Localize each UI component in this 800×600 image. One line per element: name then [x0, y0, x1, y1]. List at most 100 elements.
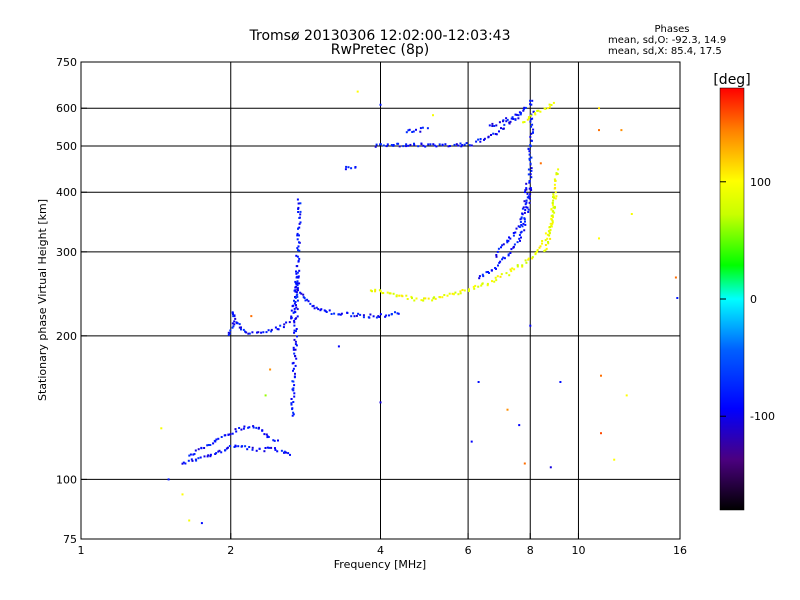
data-point — [325, 311, 328, 313]
data-point — [346, 312, 349, 314]
data-point — [295, 291, 298, 294]
data-point — [401, 295, 404, 298]
data-point — [294, 280, 297, 283]
data-point — [526, 206, 529, 209]
data-point — [297, 206, 300, 209]
data-point — [295, 357, 298, 360]
data-point — [419, 127, 422, 130]
data-point — [395, 294, 398, 297]
data-point — [600, 374, 602, 377]
data-point — [232, 325, 235, 328]
data-point — [530, 167, 533, 170]
data-point — [405, 131, 408, 134]
data-point — [274, 326, 277, 329]
data-point — [550, 217, 553, 220]
data-point — [552, 196, 555, 199]
y-tick-label: 100 — [56, 473, 77, 486]
data-point — [291, 305, 294, 308]
data-point — [231, 326, 234, 329]
data-point — [497, 264, 499, 267]
data-point — [498, 121, 501, 124]
data-point — [525, 188, 528, 191]
data-point — [306, 298, 309, 301]
data-point — [500, 246, 502, 249]
data-point — [415, 128, 417, 131]
data-point — [294, 289, 297, 292]
data-point — [528, 159, 531, 162]
data-point — [517, 117, 520, 120]
data-point — [407, 129, 410, 132]
data-point — [498, 130, 500, 133]
data-point — [538, 246, 541, 249]
data-point — [530, 114, 532, 117]
data-point — [511, 267, 514, 270]
data-point — [292, 369, 294, 372]
data-point — [521, 265, 524, 268]
data-point — [485, 271, 488, 274]
data-point — [536, 109, 539, 112]
data-point — [512, 245, 515, 248]
data-point — [483, 137, 486, 140]
data-point — [191, 459, 194, 462]
data-point — [297, 249, 299, 252]
data-point — [293, 302, 296, 305]
data-point — [296, 335, 298, 338]
data-point — [242, 328, 245, 331]
data-point — [553, 183, 556, 186]
data-point — [516, 264, 519, 267]
data-point — [295, 276, 298, 279]
data-point — [290, 316, 293, 319]
data-point — [514, 231, 517, 234]
data-point — [297, 260, 300, 262]
data-point — [339, 313, 342, 316]
data-point — [203, 455, 206, 458]
data-point — [502, 119, 505, 122]
data-point — [200, 447, 203, 450]
data-point — [311, 305, 314, 308]
data-point — [299, 213, 302, 216]
data-point — [290, 398, 293, 400]
y-tick-label: 75 — [63, 533, 77, 546]
data-point — [546, 237, 549, 240]
data-point — [549, 226, 551, 228]
data-point — [524, 203, 527, 206]
data-point — [396, 312, 399, 315]
data-point — [405, 294, 408, 297]
data-point — [299, 221, 302, 224]
colorbar-tick-label: -100 — [750, 410, 775, 423]
data-point — [413, 143, 416, 146]
data-point — [207, 444, 210, 446]
data-point — [296, 288, 299, 291]
data-point — [491, 122, 494, 125]
data-point — [255, 426, 258, 429]
data-point — [544, 232, 547, 235]
data-point — [260, 331, 263, 334]
data-point — [529, 173, 532, 176]
data-point — [227, 333, 230, 336]
data-point — [525, 187, 528, 190]
data-point — [189, 453, 192, 456]
data-point — [465, 142, 468, 145]
data-point — [390, 313, 393, 315]
data-point — [385, 314, 388, 317]
data-point — [293, 392, 296, 395]
data-point — [505, 117, 508, 120]
data-point — [285, 321, 288, 324]
data-point — [295, 344, 298, 347]
data-point — [446, 294, 449, 297]
data-point — [333, 312, 336, 315]
data-point — [354, 166, 357, 168]
data-point — [520, 224, 523, 226]
data-point — [470, 144, 473, 147]
data-point — [510, 117, 513, 120]
data-point — [554, 191, 557, 194]
data-point — [244, 330, 246, 333]
colorbar-tick-label: 0 — [750, 293, 757, 306]
data-point — [474, 284, 477, 287]
data-point — [477, 285, 480, 288]
data-point — [372, 315, 375, 318]
data-point — [303, 297, 306, 299]
data-point — [526, 196, 529, 199]
x-tick-label: 8 — [527, 544, 534, 557]
y-tick-label: 600 — [56, 102, 77, 115]
